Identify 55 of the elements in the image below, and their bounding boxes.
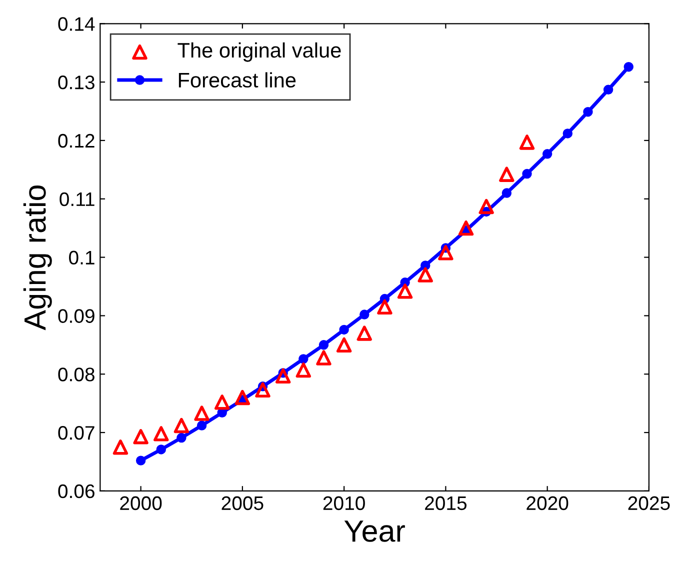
point: [603, 84, 614, 95]
point: [234, 390, 250, 406]
point: [176, 432, 186, 443]
y-tick-label: 0.06: [58, 484, 94, 498]
point: [318, 340, 329, 350]
point: [502, 188, 512, 198]
point: [298, 354, 308, 364]
point: [522, 168, 532, 179]
y-axis-title: Aging ratio: [23, 186, 52, 330]
point: [583, 106, 593, 117]
point: [133, 429, 148, 444]
point: [255, 382, 270, 398]
y-tick-label: 0.12: [58, 134, 94, 148]
x-tick-label: 2025: [628, 496, 670, 510]
y-tick-label: 0.1: [69, 250, 94, 265]
point: [196, 420, 207, 430]
point: [194, 406, 210, 421]
point: [360, 310, 370, 320]
legend-label: Forecast line: [178, 72, 296, 88]
legend-label: The original value: [178, 42, 341, 62]
y-tick-label: 0.11: [60, 192, 94, 206]
point: [624, 62, 634, 72]
point: [377, 299, 392, 315]
point: [154, 426, 169, 442]
x-axis-title: Year: [344, 520, 405, 542]
point: [478, 198, 494, 214]
point: [136, 456, 146, 466]
point: [214, 394, 230, 410]
y-tick-label: 0.07: [58, 426, 94, 440]
point: [397, 284, 413, 299]
point: [519, 134, 535, 150]
point: [542, 149, 552, 159]
point: [458, 220, 474, 236]
y-tick-label: 0.14: [58, 17, 95, 31]
x-tick-label: 2020: [526, 496, 568, 510]
point: [275, 368, 291, 384]
point: [174, 418, 190, 434]
point: [418, 267, 433, 282]
point: [438, 245, 454, 260]
x-tick-label: 2000: [120, 496, 162, 510]
point: [562, 128, 573, 138]
x-tick-label: 2005: [222, 496, 264, 510]
y-tick-label: 0.08: [58, 368, 94, 382]
point: [156, 444, 166, 454]
point: [339, 324, 349, 335]
point: [499, 166, 514, 182]
x-tick-label: 2015: [425, 496, 467, 510]
point: [356, 326, 372, 341]
point: [112, 440, 128, 455]
point: [316, 350, 332, 366]
y-tick-label: 0.09: [58, 309, 94, 323]
x-tick-label: 2010: [323, 496, 365, 510]
y-tick-label: 0.13: [58, 76, 94, 90]
point: [296, 362, 312, 378]
point: [336, 337, 352, 353]
